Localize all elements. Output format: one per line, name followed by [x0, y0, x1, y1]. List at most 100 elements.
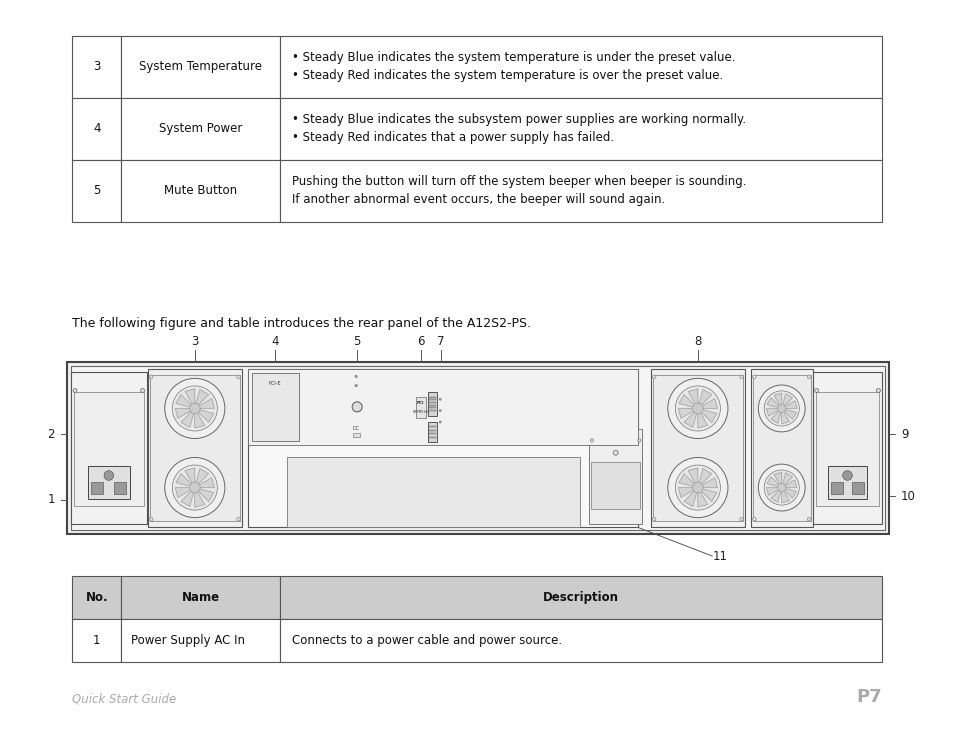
- Circle shape: [692, 403, 702, 414]
- Text: Name: Name: [182, 591, 220, 604]
- Polygon shape: [701, 399, 717, 408]
- Circle shape: [740, 517, 742, 521]
- Circle shape: [73, 388, 77, 393]
- Bar: [752, 375, 810, 521]
- Circle shape: [638, 439, 640, 442]
- Polygon shape: [699, 390, 711, 404]
- Polygon shape: [770, 490, 780, 502]
- Text: 5: 5: [93, 184, 100, 197]
- Circle shape: [438, 399, 441, 400]
- Polygon shape: [679, 473, 694, 486]
- Text: PCI: PCI: [416, 401, 424, 405]
- Text: 1: 1: [92, 634, 100, 647]
- Circle shape: [740, 375, 742, 379]
- Circle shape: [172, 386, 217, 431]
- Circle shape: [613, 450, 618, 455]
- FancyBboxPatch shape: [280, 576, 882, 619]
- Bar: [428, 426, 436, 427]
- Bar: [248, 369, 638, 445]
- Bar: [830, 482, 841, 495]
- Polygon shape: [699, 469, 711, 484]
- Circle shape: [777, 404, 785, 413]
- Bar: [88, 466, 130, 499]
- Bar: [750, 369, 812, 527]
- Circle shape: [149, 517, 152, 521]
- Polygon shape: [782, 473, 792, 484]
- Text: 1: 1: [48, 493, 55, 506]
- Text: • Steady Red indicates the system temperature is over the preset value.: • Steady Red indicates the system temper…: [292, 70, 722, 82]
- Bar: [590, 462, 639, 509]
- Polygon shape: [198, 489, 213, 501]
- Polygon shape: [766, 477, 778, 487]
- Polygon shape: [784, 480, 796, 487]
- Circle shape: [777, 484, 785, 492]
- Bar: [815, 392, 879, 506]
- FancyBboxPatch shape: [280, 160, 882, 222]
- FancyBboxPatch shape: [121, 160, 280, 222]
- FancyBboxPatch shape: [71, 576, 121, 619]
- Circle shape: [236, 375, 240, 379]
- Bar: [428, 404, 436, 406]
- Polygon shape: [194, 493, 204, 507]
- Polygon shape: [683, 491, 696, 506]
- Circle shape: [149, 375, 152, 379]
- Text: • Steady Blue indicates the system temperature is under the preset value.: • Steady Blue indicates the system tempe…: [292, 51, 735, 65]
- Bar: [427, 422, 436, 442]
- Text: 10: 10: [900, 490, 915, 503]
- Circle shape: [752, 517, 756, 521]
- FancyBboxPatch shape: [71, 160, 121, 222]
- Bar: [91, 482, 103, 495]
- Polygon shape: [175, 487, 190, 498]
- Polygon shape: [683, 413, 696, 427]
- Text: 4: 4: [272, 335, 278, 348]
- Bar: [74, 392, 144, 506]
- Circle shape: [667, 378, 727, 438]
- Polygon shape: [198, 410, 213, 422]
- Bar: [287, 457, 579, 527]
- Polygon shape: [781, 412, 788, 424]
- Text: 3: 3: [93, 60, 100, 73]
- Circle shape: [692, 482, 702, 493]
- Text: 2: 2: [48, 428, 55, 440]
- Bar: [428, 407, 436, 408]
- Bar: [428, 437, 436, 438]
- Polygon shape: [181, 413, 193, 427]
- Circle shape: [814, 388, 818, 393]
- FancyBboxPatch shape: [280, 619, 882, 662]
- Text: Connects to a power cable and power source.: Connects to a power cable and power sour…: [292, 634, 562, 647]
- Polygon shape: [770, 412, 780, 423]
- Circle shape: [652, 517, 656, 521]
- Circle shape: [752, 375, 756, 379]
- Circle shape: [841, 470, 851, 480]
- Circle shape: [675, 465, 720, 510]
- Polygon shape: [199, 478, 214, 487]
- Polygon shape: [782, 393, 792, 405]
- Circle shape: [763, 391, 799, 426]
- Text: 11: 11: [713, 550, 727, 562]
- Text: 7: 7: [437, 335, 444, 348]
- Circle shape: [190, 482, 200, 493]
- Circle shape: [352, 401, 362, 412]
- Text: 3: 3: [191, 335, 198, 348]
- Circle shape: [104, 470, 113, 480]
- Bar: [812, 372, 882, 523]
- Text: EXPRESS: EXPRESS: [413, 410, 428, 414]
- Text: System Temperature: System Temperature: [139, 60, 262, 73]
- Text: Description: Description: [543, 591, 618, 604]
- Bar: [428, 402, 436, 403]
- FancyBboxPatch shape: [121, 576, 280, 619]
- FancyBboxPatch shape: [121, 36, 280, 98]
- Circle shape: [675, 386, 720, 431]
- Text: Power Supply AC In: Power Supply AC In: [132, 634, 245, 647]
- Circle shape: [758, 464, 804, 511]
- Polygon shape: [181, 491, 193, 506]
- FancyBboxPatch shape: [71, 98, 121, 160]
- Polygon shape: [194, 413, 204, 428]
- FancyBboxPatch shape: [71, 619, 121, 662]
- Text: • Steady Blue indicates the subsystem power supplies are working normally.: • Steady Blue indicates the subsystem po…: [292, 114, 745, 126]
- Polygon shape: [678, 487, 693, 498]
- Polygon shape: [773, 473, 781, 484]
- Circle shape: [236, 517, 240, 521]
- Text: 4: 4: [92, 123, 100, 136]
- Bar: [851, 482, 863, 495]
